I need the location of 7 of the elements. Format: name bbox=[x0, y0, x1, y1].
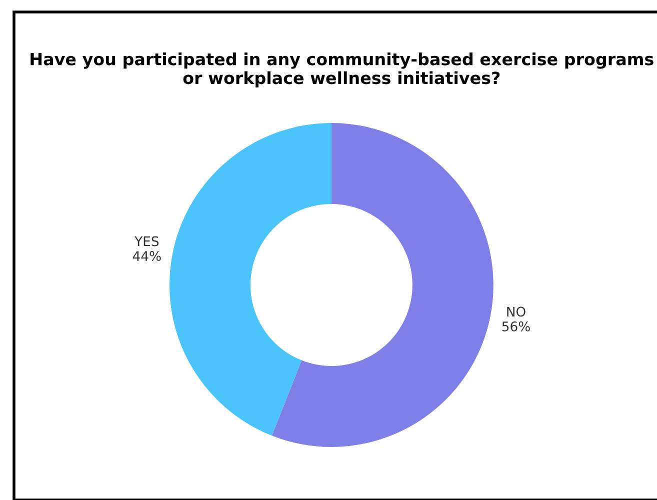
donut-slice bbox=[272, 123, 494, 447]
slice-label: YES bbox=[134, 236, 159, 246]
slice-label: NO bbox=[507, 306, 526, 317]
chart-title: Have you participated in any community-based exercise programs or workplace wellness initiatives? bbox=[30, 52, 654, 88]
data-label: 44% bbox=[132, 251, 161, 262]
data-label: 56% bbox=[502, 321, 530, 332]
donut-slice bbox=[170, 123, 332, 436]
